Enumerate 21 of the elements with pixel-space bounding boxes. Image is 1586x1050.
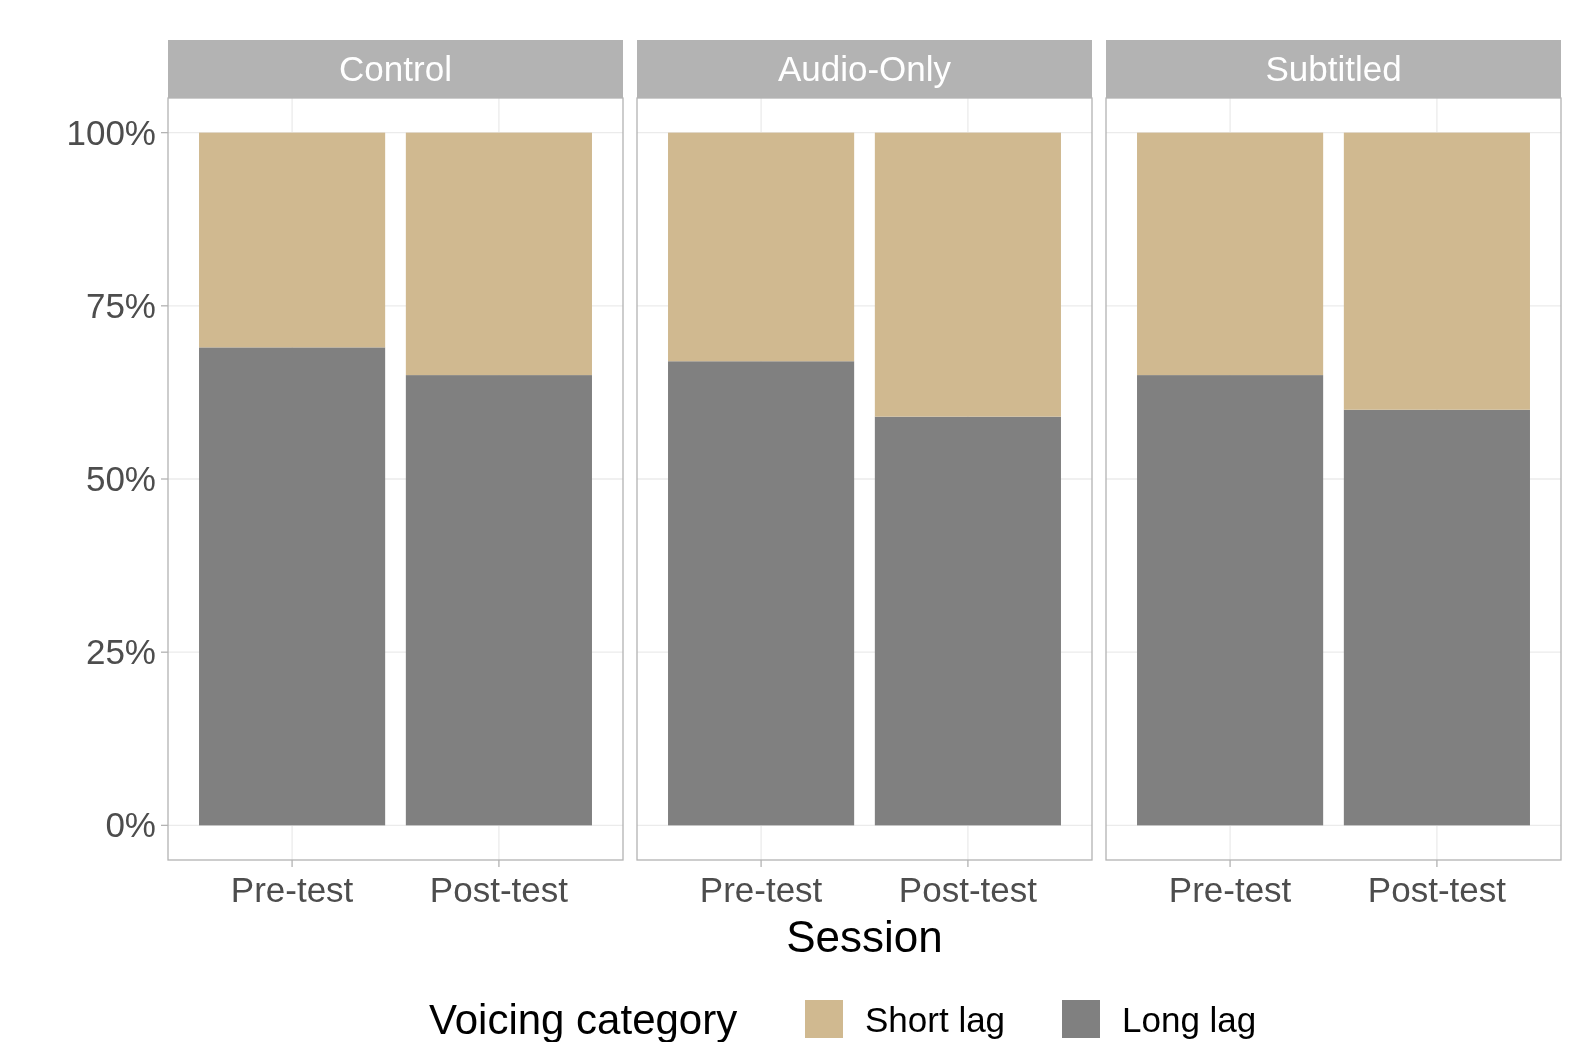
chart-title: Audio-Only [777,49,952,88]
bar [199,132,386,348]
x-tick-label: Pre-test [1168,870,1292,909]
bar [405,375,592,826]
bar [405,132,592,376]
x-tick-label: Pre-test [699,870,823,909]
y-tick-label: 50% [85,459,156,498]
y-tick-label: 0% [105,805,156,845]
chart-title: Control [339,49,452,88]
x-tick-label: Post-test [429,870,569,909]
legend-label: Short lag [865,1000,1006,1039]
y-tick-label: 25% [85,632,156,672]
y-tick-label: 100% [66,112,156,152]
x-tick-label: Pre-test [230,870,354,909]
x-axis-title: Session [786,912,943,961]
bar [199,347,386,826]
y-tick-label: 75% [85,285,156,325]
x-tick-label: Post-test [898,870,1038,909]
legend-label: Long lag [1122,1000,1257,1039]
chart-title: Subtitled [1265,49,1402,88]
x-tick-label: Post-test [1367,870,1507,909]
